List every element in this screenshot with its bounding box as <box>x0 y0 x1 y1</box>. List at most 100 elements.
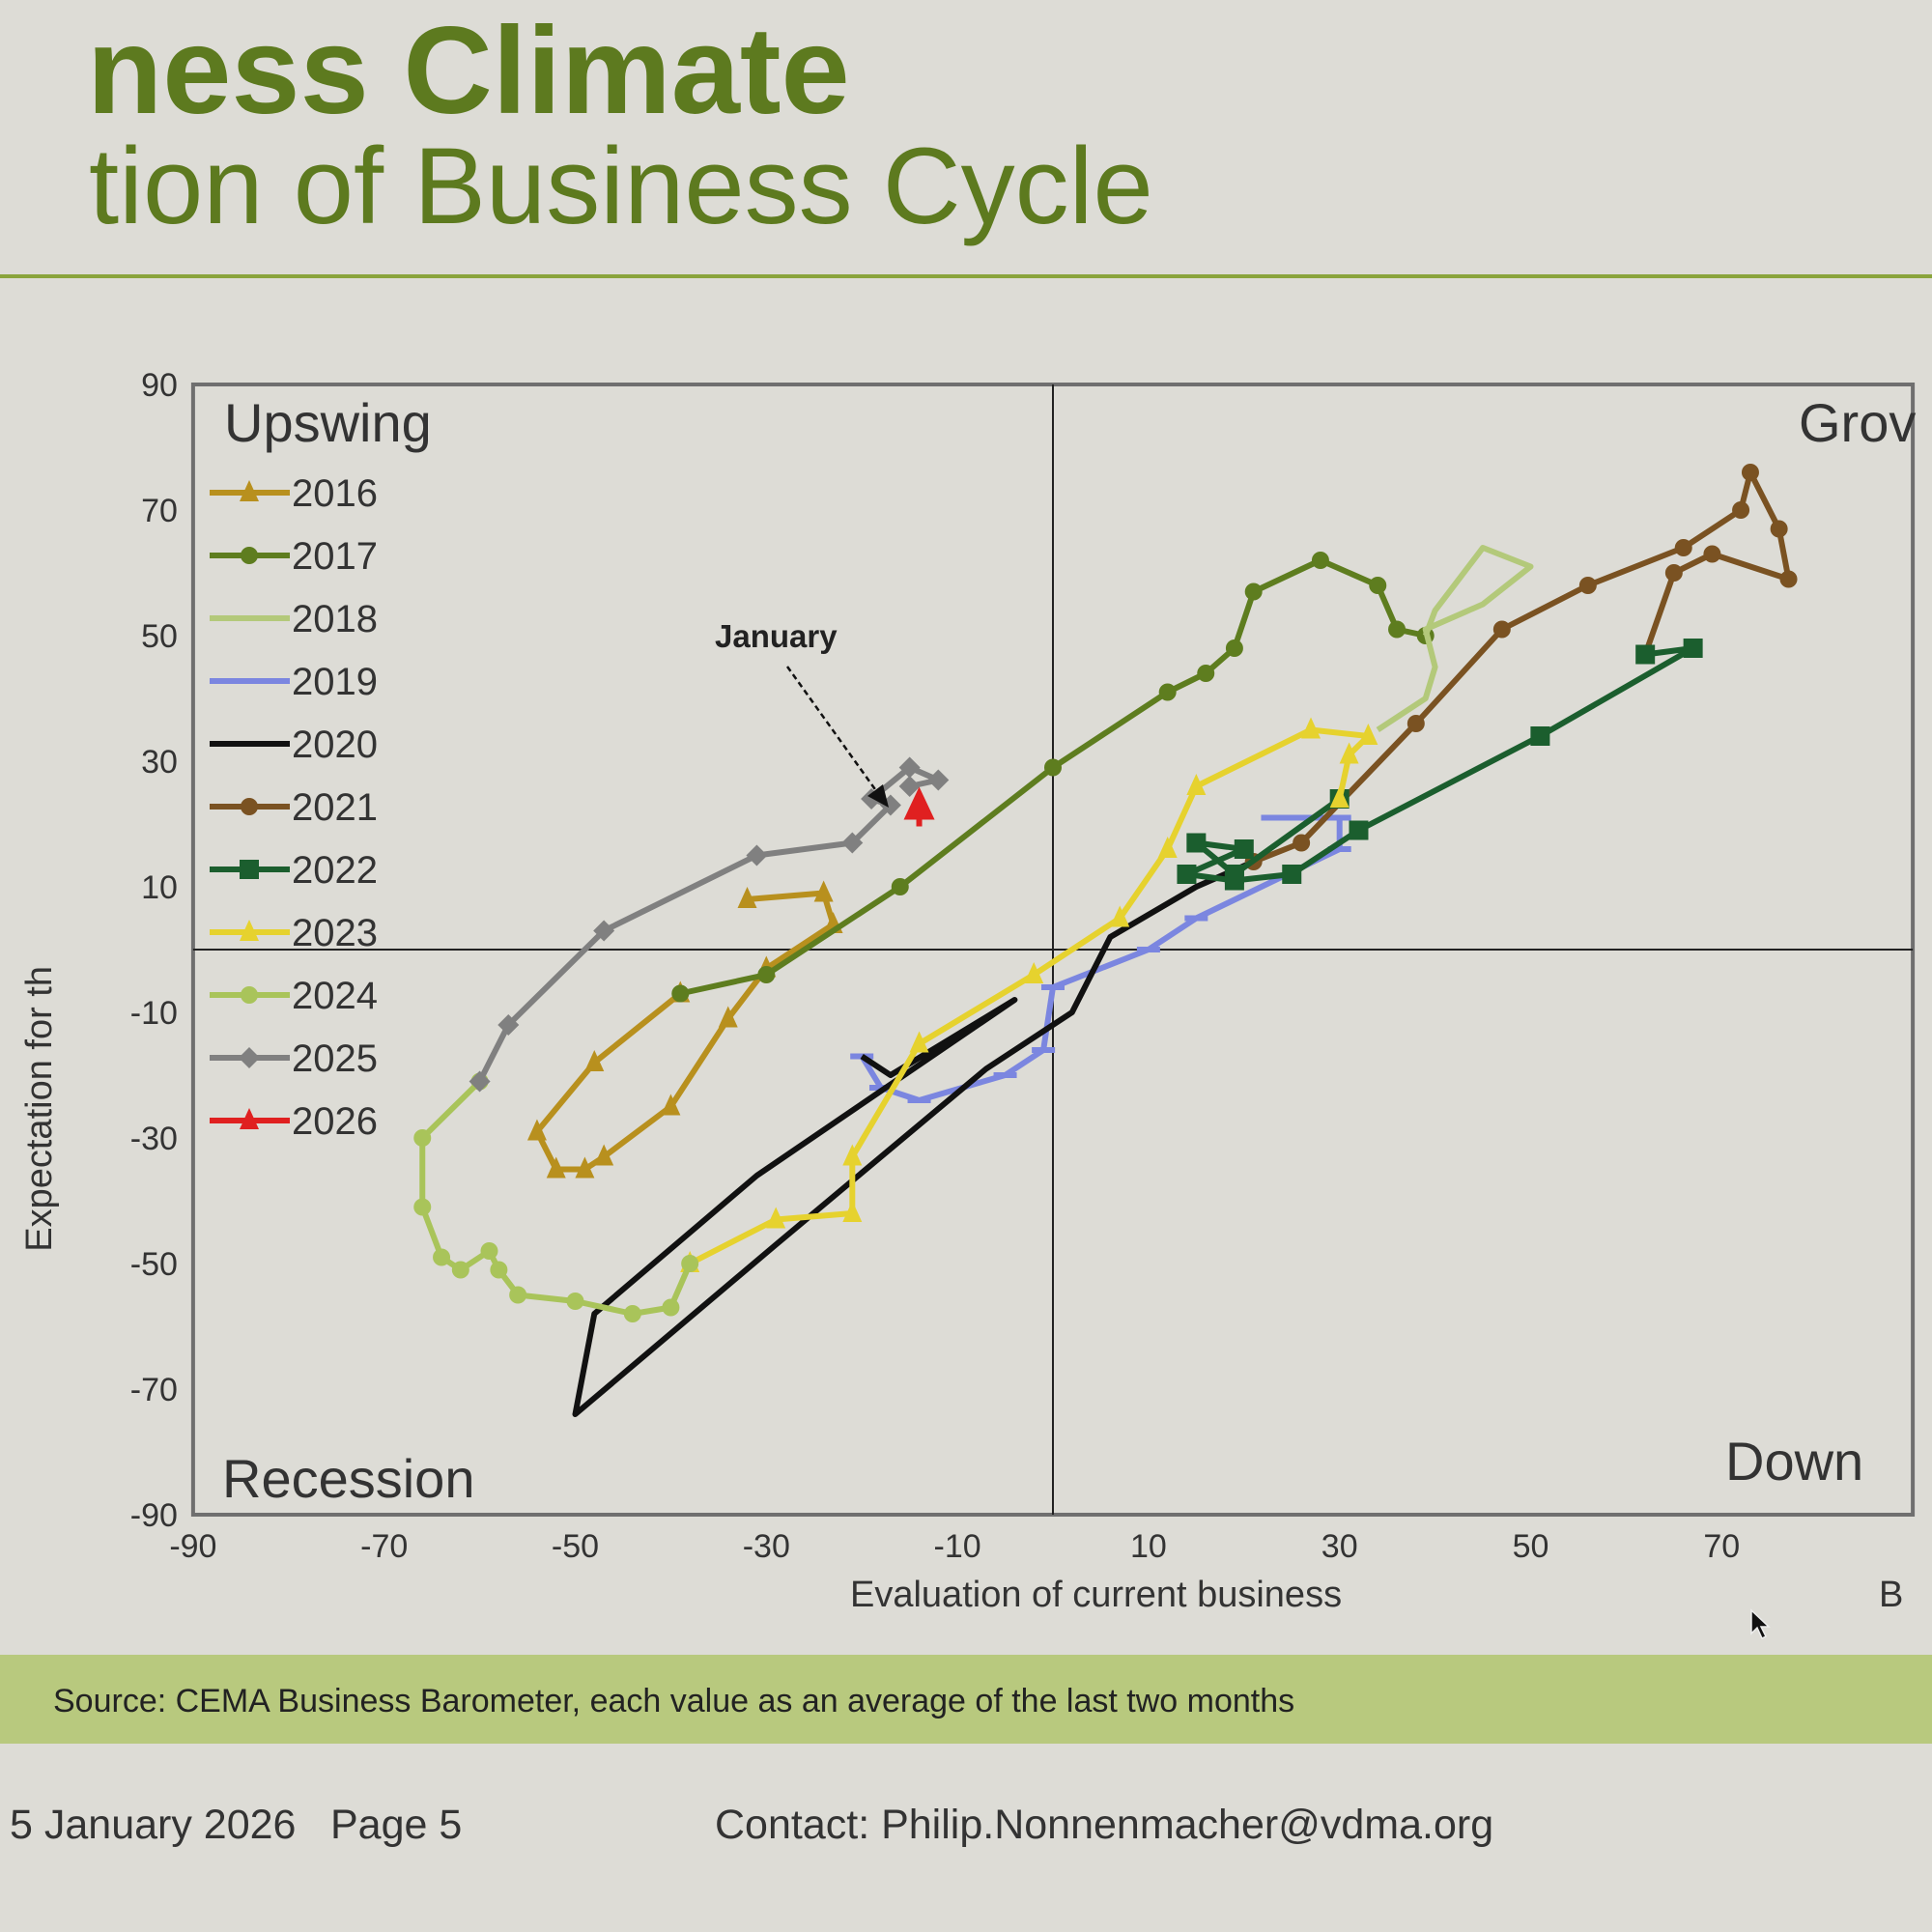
data-point <box>1234 839 1254 859</box>
data-point <box>480 1242 498 1260</box>
series-2022 <box>1177 639 1703 891</box>
data-point <box>718 1006 738 1028</box>
data-point <box>1327 846 1351 852</box>
data-point <box>909 1031 929 1053</box>
data-point <box>1358 724 1378 745</box>
annotation-arrowhead-icon <box>867 784 889 808</box>
data-point <box>891 878 909 895</box>
data-point <box>623 1305 641 1322</box>
legend-item: 2018 <box>210 598 378 640</box>
legend-item: 2023 <box>210 912 378 954</box>
quadrant-label-downswing: Down <box>1725 1431 1864 1492</box>
data-point <box>1492 620 1511 639</box>
data-point <box>238 678 261 684</box>
x-tick-label: 70 <box>1703 1528 1740 1565</box>
data-point <box>241 986 258 1004</box>
data-point <box>413 1129 432 1147</box>
data-point <box>903 786 935 820</box>
data-point <box>1339 742 1359 764</box>
data-point <box>907 1097 931 1103</box>
footer-page: Page 5 <box>330 1802 463 1848</box>
title-divider <box>0 274 1932 278</box>
legend-item: 2016 <box>210 472 378 515</box>
legend-label: 2021 <box>292 786 378 829</box>
series-2021 <box>1244 464 1798 870</box>
data-point <box>842 1201 863 1222</box>
source-band <box>0 1655 1932 1744</box>
y-tick-label: -90 <box>130 1497 178 1534</box>
data-point <box>469 1070 491 1093</box>
data-point <box>1110 905 1130 927</box>
data-point <box>566 1293 584 1310</box>
data-point <box>413 1198 432 1216</box>
data-point <box>1158 683 1177 701</box>
quadrant-label-upswing: Upswing <box>224 392 432 453</box>
mouse-cursor-icon <box>1750 1608 1771 1640</box>
data-point <box>240 480 259 501</box>
data-point <box>1311 552 1329 569</box>
legend-item: 2026 <box>210 1100 378 1143</box>
data-point <box>1177 865 1197 884</box>
series-line <box>419 1079 693 1317</box>
legend-label: 2018 <box>292 598 378 640</box>
data-point <box>842 1144 863 1166</box>
x-tick-label: -90 <box>169 1528 216 1565</box>
data-point <box>1674 539 1692 556</box>
series-line <box>1376 545 1534 733</box>
legend-label: 2024 <box>292 975 378 1017</box>
data-point <box>1032 1047 1056 1053</box>
legend-item: 2017 <box>210 535 378 578</box>
x-axis-title-extra: B <box>1879 1575 1904 1615</box>
data-point <box>241 547 258 564</box>
data-point <box>1406 715 1425 732</box>
y-tick-label: -10 <box>130 995 178 1032</box>
data-point <box>1225 639 1243 657</box>
y-tick-label: 90 <box>141 367 178 404</box>
data-point <box>240 920 259 941</box>
data-point <box>1578 577 1597 594</box>
data-point <box>1186 833 1207 853</box>
x-axis-title: Evaluation of current business <box>850 1575 1343 1615</box>
data-point <box>241 798 258 815</box>
footer-date: 5 January 2026 <box>10 1802 297 1848</box>
data-point <box>239 1047 260 1068</box>
data-point <box>1329 786 1350 808</box>
data-point <box>1683 639 1703 658</box>
data-point <box>594 1144 614 1166</box>
legend-item: 2025 <box>210 1037 378 1080</box>
data-point <box>575 1156 595 1179</box>
data-point <box>1327 814 1351 821</box>
data-point <box>841 832 864 854</box>
y-axis-title: Expectation for th <box>19 966 60 1252</box>
series-2023 <box>680 717 1378 1272</box>
page-title: ness Climate <box>87 2 850 140</box>
footer-contact[interactable]: Contact: Philip.Nonnenmacher@vdma.org <box>715 1802 1494 1848</box>
legend-item: 2024 <box>210 975 378 1017</box>
series-line <box>476 764 942 1083</box>
annotation-arrow <box>785 666 879 793</box>
legend-label: 2016 <box>292 472 378 515</box>
source-note: Source: CEMA Business Barometer, each va… <box>53 1683 1295 1719</box>
quadrant-label-growth: Grov <box>1799 392 1917 453</box>
data-point <box>1293 834 1311 852</box>
data-point <box>1732 501 1750 519</box>
data-point <box>1349 820 1369 840</box>
x-tick-label: -10 <box>934 1528 981 1565</box>
data-point <box>1779 570 1798 588</box>
data-point <box>746 844 768 867</box>
legend-item: 2021 <box>210 786 378 829</box>
data-point <box>766 1207 786 1229</box>
data-point <box>1703 545 1721 563</box>
legend-label: 2022 <box>292 849 378 892</box>
series-line <box>572 859 1255 1417</box>
series-2026 <box>903 786 935 827</box>
data-point <box>497 1014 520 1036</box>
legend-label: 2019 <box>292 661 378 703</box>
data-point <box>1635 644 1656 665</box>
legend-item: 2019 <box>210 661 378 703</box>
series-line <box>533 890 837 1173</box>
quadrant-label-recession: Recession <box>222 1448 475 1509</box>
data-point <box>681 1255 699 1272</box>
data-point <box>1044 758 1062 777</box>
data-point <box>737 887 757 908</box>
